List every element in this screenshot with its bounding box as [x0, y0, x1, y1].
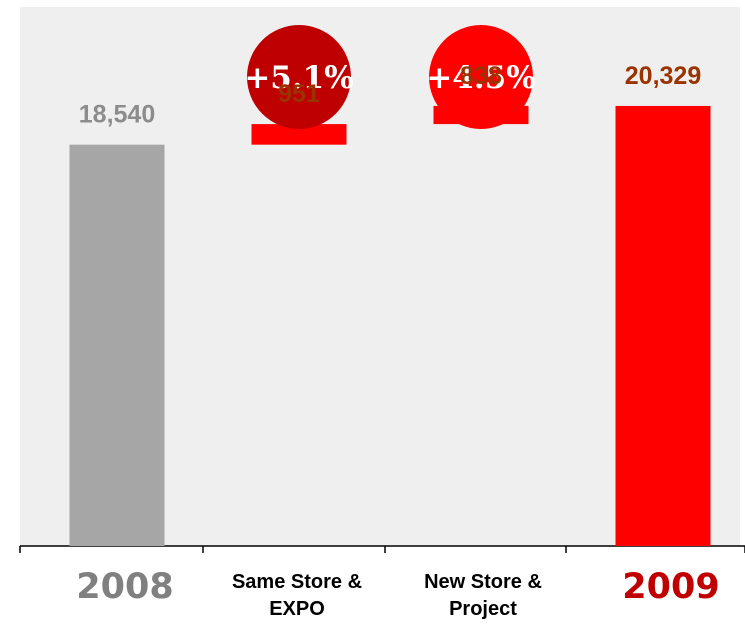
growth-badges: +5.1% +4.5%	[244, 25, 536, 129]
growth-badge-circle	[247, 25, 351, 129]
category-label-new-store-project: New Store & Project	[424, 571, 542, 620]
category-label-2009: 2009	[622, 567, 719, 607]
bar-same-store-expo	[251, 124, 347, 145]
category-label-line: Same Store &	[232, 571, 362, 593]
category-label-line: New Store &	[424, 571, 542, 593]
category-label-line: EXPO	[269, 598, 325, 620]
value-label-2009: 20,329	[625, 62, 701, 90]
category-label-2008: 2008	[76, 567, 173, 607]
bar-2009	[615, 105, 711, 547]
category-label-line: Project	[449, 598, 517, 620]
x-axis-ticks	[19, 546, 745, 553]
growth-badge-circle	[429, 25, 533, 129]
growth-badge-text: +5.1%	[244, 60, 353, 96]
value-labels: 18,540 951 838 20,329	[79, 62, 701, 129]
bar-2008	[69, 144, 165, 546]
value-label-same-store-expo: 951	[278, 80, 320, 108]
growth-badge-text: +4.5%	[426, 60, 535, 96]
category-labels: 2008 Same Store & EXPO New Store & Project 20…	[76, 567, 719, 620]
value-label-2008: 18,540	[79, 101, 155, 129]
category-label-same-store-expo: Same Store & EXPO	[232, 571, 362, 620]
value-label-new-store-project: 838	[460, 62, 502, 90]
